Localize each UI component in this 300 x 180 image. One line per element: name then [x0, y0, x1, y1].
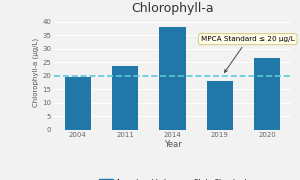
Bar [65, 77, 91, 130]
X-axis label: Year: Year [164, 140, 181, 149]
Bar [160, 27, 185, 130]
Title: Chlorophyll-a: Chlorophyll-a [131, 2, 214, 15]
Y-axis label: Chlorophyll-a (μg/L): Chlorophyll-a (μg/L) [33, 38, 39, 107]
Bar [207, 81, 233, 130]
Bar [254, 58, 280, 130]
Bar [112, 66, 138, 130]
Text: MPCA Standard ≤ 20 μg/L: MPCA Standard ≤ 20 μg/L [201, 36, 295, 72]
Legend: Arrowhead Lake, State Standard: Arrowhead Lake, State Standard [96, 176, 249, 180]
